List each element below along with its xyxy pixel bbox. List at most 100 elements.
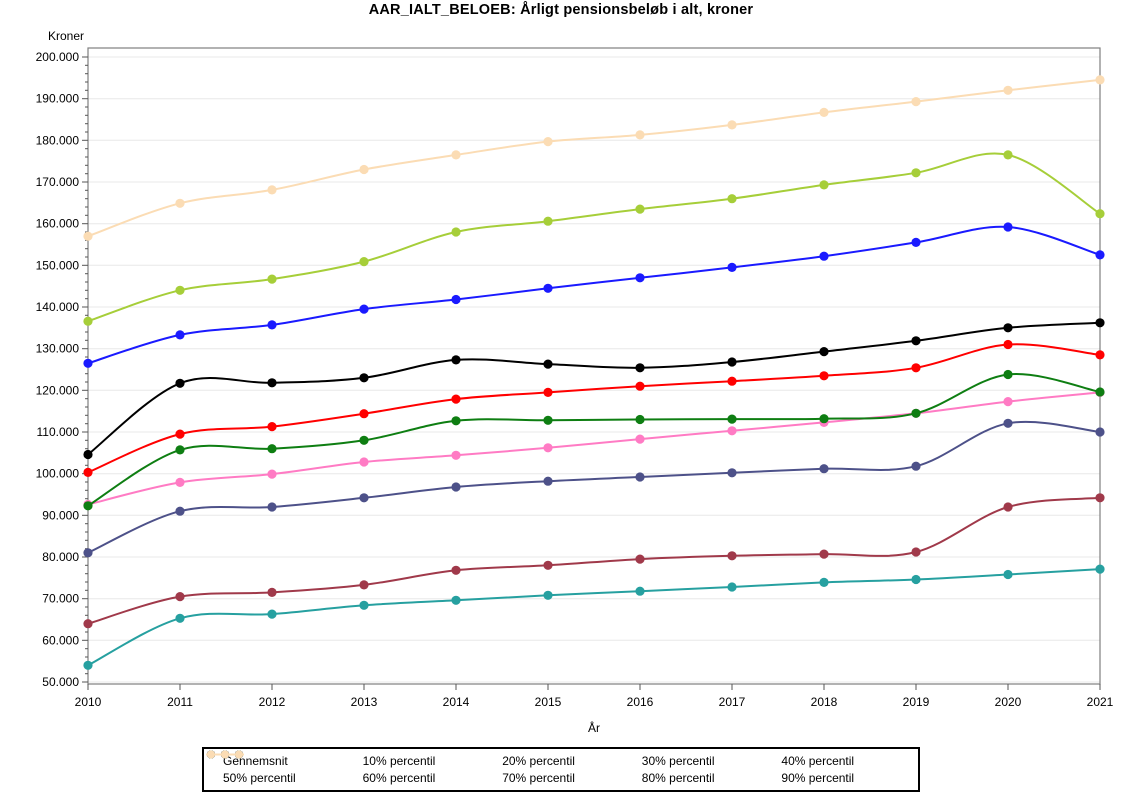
data-series xyxy=(83,75,1105,670)
data-point-80-percentil xyxy=(175,285,185,295)
legend-label: 30% percentil xyxy=(641,753,715,768)
chart-title: AAR_IALT_BELOEB: Årligt pensionsbeløb i … xyxy=(368,2,754,18)
data-point-50-percentil xyxy=(819,414,829,424)
legend-item-20-percentil: 20% percentil xyxy=(206,750,635,769)
data-point-90-percentil xyxy=(543,137,553,147)
data-point-90-percentil xyxy=(727,120,737,130)
data-point-10-percentil xyxy=(83,660,93,670)
series-line-gennemsnit xyxy=(87,343,1101,474)
x-tick-label: 2012 xyxy=(259,695,286,709)
legend-label: 40% percentil xyxy=(781,753,855,768)
data-point-90-percentil xyxy=(451,150,461,160)
data-point-60-percentil xyxy=(359,373,369,383)
data-point-30-percentil xyxy=(727,468,737,478)
legend-item-80-percentil: 80% percentil xyxy=(206,750,775,786)
data-point-20-percentil xyxy=(543,560,553,570)
y-tick-label: 160.000 xyxy=(36,217,80,231)
y-tick-label: 100.000 xyxy=(36,467,80,481)
x-tick-label: 2016 xyxy=(627,695,654,709)
data-point-90-percentil xyxy=(267,185,277,195)
data-point-80-percentil xyxy=(635,204,645,214)
legend-item-50-percentil: 50% percentil xyxy=(206,750,356,786)
data-point-10-percentil xyxy=(175,613,185,623)
data-point-80-percentil xyxy=(451,227,461,237)
data-point-gennemsnit xyxy=(267,422,277,432)
data-point-20-percentil xyxy=(267,587,277,598)
data-point-80-percentil xyxy=(727,194,737,204)
data-point-50-percentil xyxy=(359,435,369,445)
data-point-60-percentil xyxy=(819,347,829,357)
y-tick-label: 190.000 xyxy=(36,92,80,106)
data-point-20-percentil xyxy=(175,592,185,602)
data-point-80-percentil xyxy=(83,316,93,326)
series-line-30-percentil xyxy=(87,420,1101,554)
data-point-30-percentil xyxy=(83,548,93,558)
series-line-20-percentil xyxy=(87,496,1101,625)
data-point-20-percentil xyxy=(1003,502,1013,512)
data-point-80-percentil xyxy=(1095,209,1105,219)
legend-label: 70% percentil xyxy=(502,770,575,785)
legend-label: 20% percentil xyxy=(502,753,575,768)
data-point-20-percentil xyxy=(1095,493,1105,503)
data-point-60-percentil xyxy=(635,363,645,373)
x-tick-label: 2018 xyxy=(811,695,838,709)
x-axis-title: År xyxy=(588,720,600,735)
legend-dot xyxy=(207,750,215,759)
data-point-90-percentil xyxy=(819,107,829,117)
data-point-gennemsnit xyxy=(635,381,645,391)
data-point-70-percentil xyxy=(543,283,553,293)
data-point-20-percentil xyxy=(635,554,645,564)
data-point-10-percentil xyxy=(911,574,921,585)
y-tick-label: 150.000 xyxy=(36,258,80,272)
data-point-80-percentil xyxy=(359,257,369,267)
data-point-40-percentil xyxy=(635,434,645,444)
y-tick-label: 200.000 xyxy=(36,50,80,64)
data-point-70-percentil xyxy=(911,237,921,247)
data-point-30-percentil xyxy=(451,482,461,492)
data-point-60-percentil xyxy=(543,359,553,369)
data-point-90-percentil xyxy=(83,231,93,241)
data-point-30-percentil xyxy=(359,493,369,503)
x-tick-label: 2020 xyxy=(995,695,1022,709)
x-tick-label: 2011 xyxy=(167,695,193,709)
data-point-50-percentil xyxy=(1003,369,1013,380)
data-point-70-percentil xyxy=(451,294,461,305)
data-point-60-percentil xyxy=(1095,318,1105,328)
data-point-70-percentil xyxy=(1095,250,1105,260)
data-point-20-percentil xyxy=(359,580,369,590)
y-tick-label: 110.000 xyxy=(37,425,80,439)
data-point-60-percentil xyxy=(83,449,93,460)
data-point-gennemsnit xyxy=(1095,350,1105,360)
data-point-10-percentil xyxy=(359,600,369,610)
data-point-10-percentil xyxy=(819,577,829,588)
series-line-60-percentil xyxy=(87,321,1101,456)
data-point-20-percentil xyxy=(819,549,829,559)
legend-marker-icon xyxy=(206,750,244,759)
data-point-gennemsnit xyxy=(819,371,829,381)
legend-item-70-percentil: 70% percentil xyxy=(206,750,635,786)
data-point-20-percentil xyxy=(83,619,93,629)
data-point-70-percentil xyxy=(175,330,185,340)
x-tick-label: 2019 xyxy=(903,695,930,709)
series-60-percentil xyxy=(83,318,1105,460)
data-point-10-percentil xyxy=(267,609,277,619)
data-point-60-percentil xyxy=(267,378,277,388)
y-tick-label: 90.000 xyxy=(42,508,79,522)
data-point-30-percentil xyxy=(819,464,829,474)
data-point-20-percentil xyxy=(727,551,737,561)
data-point-80-percentil xyxy=(819,180,829,190)
data-point-10-percentil xyxy=(635,586,645,596)
data-point-80-percentil xyxy=(911,168,921,178)
data-point-40-percentil xyxy=(175,477,185,487)
data-point-60-percentil xyxy=(175,378,185,388)
data-point-90-percentil xyxy=(1095,75,1105,85)
legend-label: 80% percentil xyxy=(641,770,715,785)
series-70-percentil xyxy=(83,222,1105,368)
data-point-50-percentil xyxy=(543,415,553,425)
chart-legend: Gennemsnit 10% percentil 20% percentil 30% … xyxy=(202,747,920,792)
data-point-40-percentil xyxy=(543,443,553,453)
data-point-40-percentil xyxy=(267,469,277,479)
series-gennemsnit xyxy=(83,339,1105,477)
series-90-percentil xyxy=(83,75,1105,241)
